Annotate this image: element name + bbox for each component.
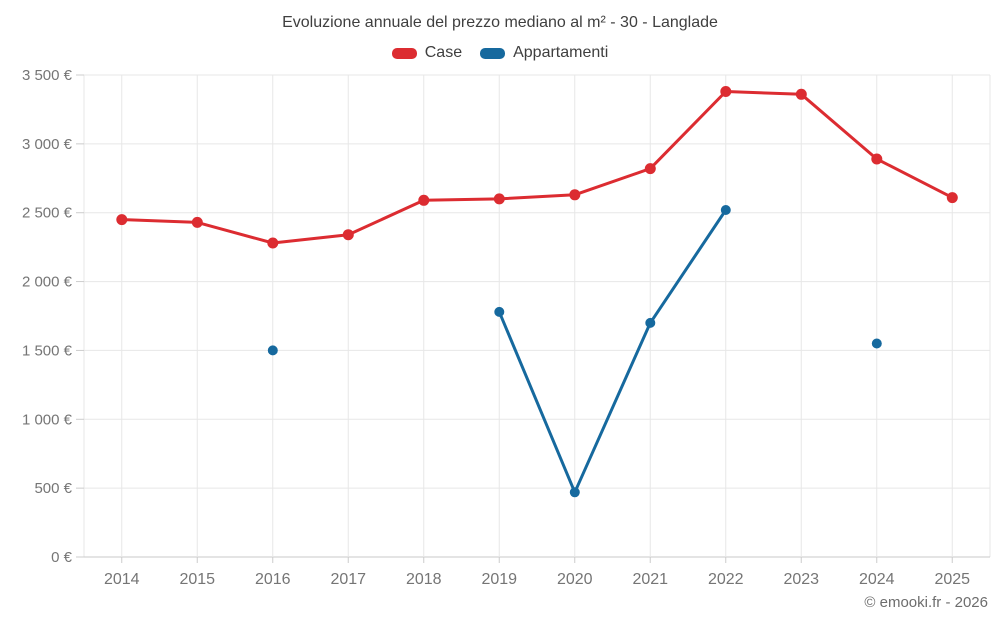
x-axis-label: 2022 <box>708 571 744 588</box>
data-point-case-2020[interactable] <box>569 189 581 201</box>
y-axis-label: 1 500 € <box>22 342 73 359</box>
x-axis-label: 2018 <box>406 571 442 588</box>
x-axis-label: 2017 <box>330 571 366 588</box>
data-point-case-2025[interactable] <box>946 192 958 204</box>
x-axis-label: 2016 <box>255 571 291 588</box>
data-point-case-2022[interactable] <box>720 86 732 97</box>
data-point-case-2021[interactable] <box>644 163 656 175</box>
legend-swatch-appartamenti <box>480 47 506 59</box>
legend-swatch-case <box>391 47 417 59</box>
legend-label-case: Case <box>424 44 463 61</box>
x-axis-label: 2021 <box>632 571 668 588</box>
copyright-text: © emooki.fr - 2026 <box>864 594 988 611</box>
x-axis-label: 2025 <box>934 571 970 588</box>
data-point-case-2024[interactable] <box>871 153 883 165</box>
data-point-case-2017[interactable] <box>342 229 354 241</box>
data-point-case-2014[interactable] <box>116 214 128 226</box>
data-point-appartamenti-2021[interactable] <box>645 317 656 328</box>
series-line-case <box>120 90 954 245</box>
x-axis-label: 2020 <box>557 571 593 588</box>
legend-label-appartamenti: Appartamenti <box>513 44 609 61</box>
y-axis-label: 500 € <box>34 480 72 497</box>
y-axis-label: 1 000 € <box>22 411 73 428</box>
legend-item-appartamenti[interactable]: Appartamenti <box>480 44 608 62</box>
chart-title: Evoluzione annuale del prezzo mediano al… <box>282 14 718 31</box>
chart-legend: Case Appartamenti <box>0 44 1000 62</box>
data-point-appartamenti-2020[interactable] <box>569 487 580 498</box>
x-axis-label: 2019 <box>481 571 517 588</box>
x-axis-label: 2014 <box>104 571 140 588</box>
data-point-case-2018[interactable] <box>418 194 430 206</box>
y-axis-label: 3 500 € <box>22 67 73 84</box>
data-point-appartamenti-2019[interactable] <box>494 306 505 317</box>
data-point-appartamenti-2024[interactable] <box>871 338 882 349</box>
series-line-appartamenti <box>499 210 877 492</box>
data-point-case-2016[interactable] <box>267 237 279 249</box>
y-axis-label: 0 € <box>51 549 73 566</box>
x-axis-label: 2023 <box>783 571 819 588</box>
data-point-appartamenti-2016[interactable] <box>267 345 278 356</box>
y-axis-label: 3 000 € <box>22 136 73 153</box>
x-axis-label: 2015 <box>179 571 215 588</box>
legend-item-case[interactable]: Case <box>391 44 463 62</box>
data-point-appartamenti-2022[interactable] <box>720 205 731 215</box>
data-point-case-2023[interactable] <box>795 88 807 100</box>
data-point-case-2019[interactable] <box>493 193 505 205</box>
data-point-case-2015[interactable] <box>191 216 203 228</box>
x-axis-label: 2024 <box>859 571 895 588</box>
y-axis-label: 2 000 € <box>22 274 73 291</box>
y-axis-label: 2 500 € <box>22 205 73 222</box>
